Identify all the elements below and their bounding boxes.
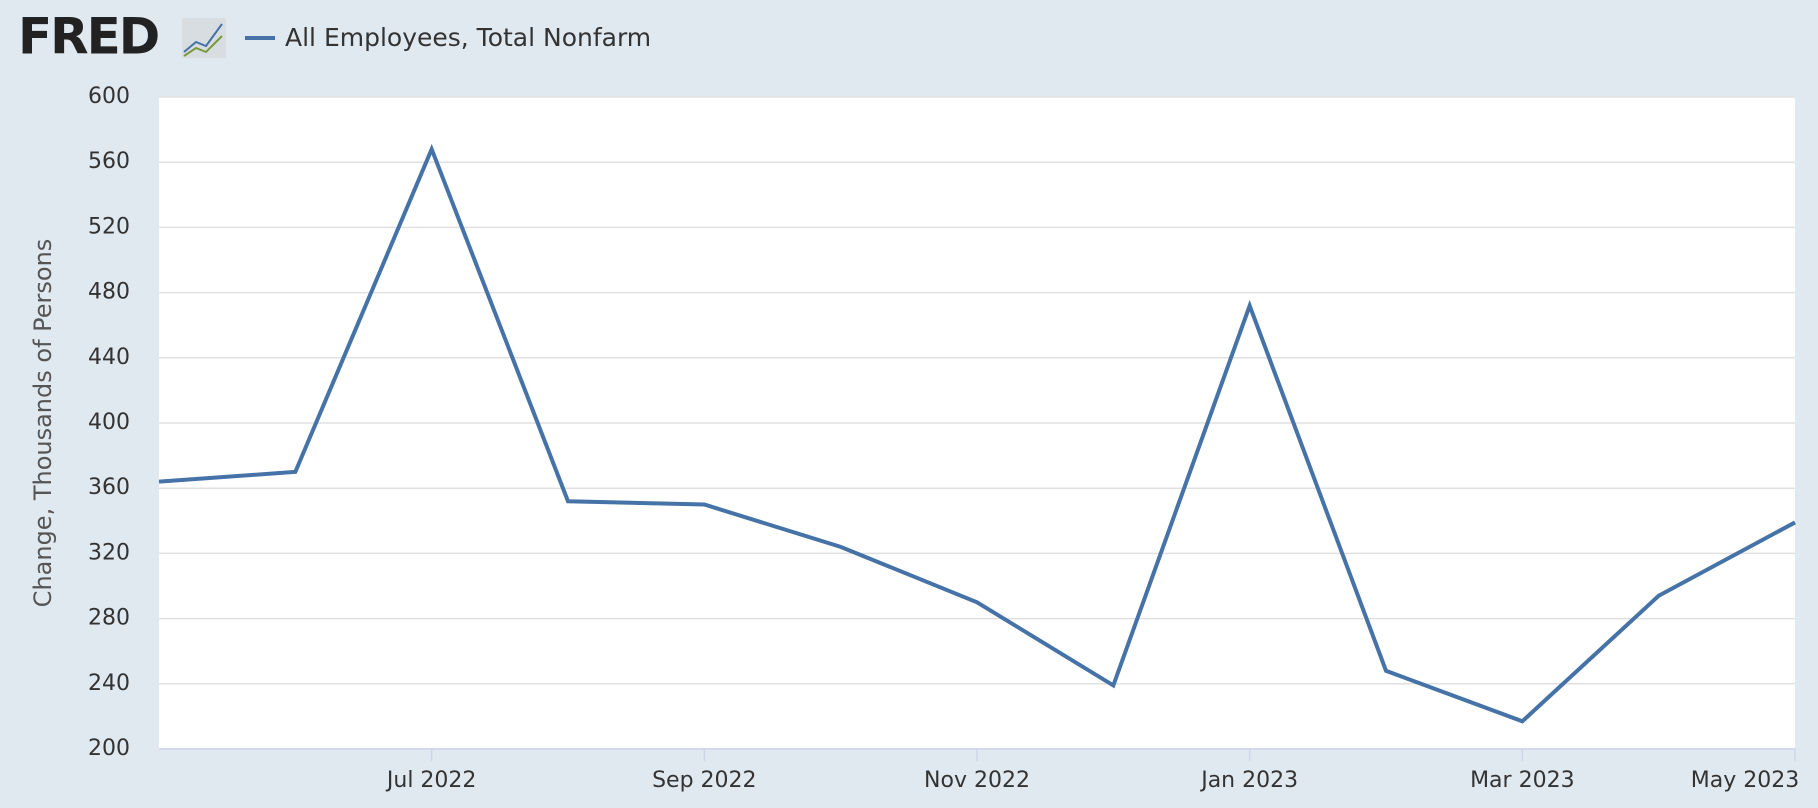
x-tick-label: May 2023 <box>1691 768 1799 793</box>
y-tick-label: 240 <box>88 671 130 696</box>
y-tick-label: 520 <box>88 214 130 239</box>
logo-icon <box>182 18 226 58</box>
x-tick-label: Sep 2022 <box>652 768 756 793</box>
x-tick-label: Mar 2023 <box>1470 768 1575 793</box>
legend-label[interactable]: All Employees, Total Nonfarm <box>285 23 651 52</box>
y-tick-label: 560 <box>88 149 130 174</box>
x-tick-label: Jan 2023 <box>1199 768 1298 793</box>
y-axis-title: Change, Thousands of Persons <box>29 239 57 608</box>
y-tick-label: 480 <box>88 280 130 305</box>
x-tick-label: Nov 2022 <box>924 768 1030 793</box>
series-line <box>158 143 1796 724</box>
y-tick-label: 200 <box>88 736 130 761</box>
y-tick-label: 360 <box>88 475 130 500</box>
y-tick-label: 400 <box>88 410 130 435</box>
y-tick-label: 600 <box>88 84 130 109</box>
y-tick-label: 320 <box>88 540 130 565</box>
logo[interactable]: FRED <box>18 8 160 66</box>
y-tick-label: 280 <box>88 606 130 631</box>
y-tick-label: 440 <box>88 345 130 370</box>
x-tick-label: Jul 2022 <box>385 768 477 793</box>
